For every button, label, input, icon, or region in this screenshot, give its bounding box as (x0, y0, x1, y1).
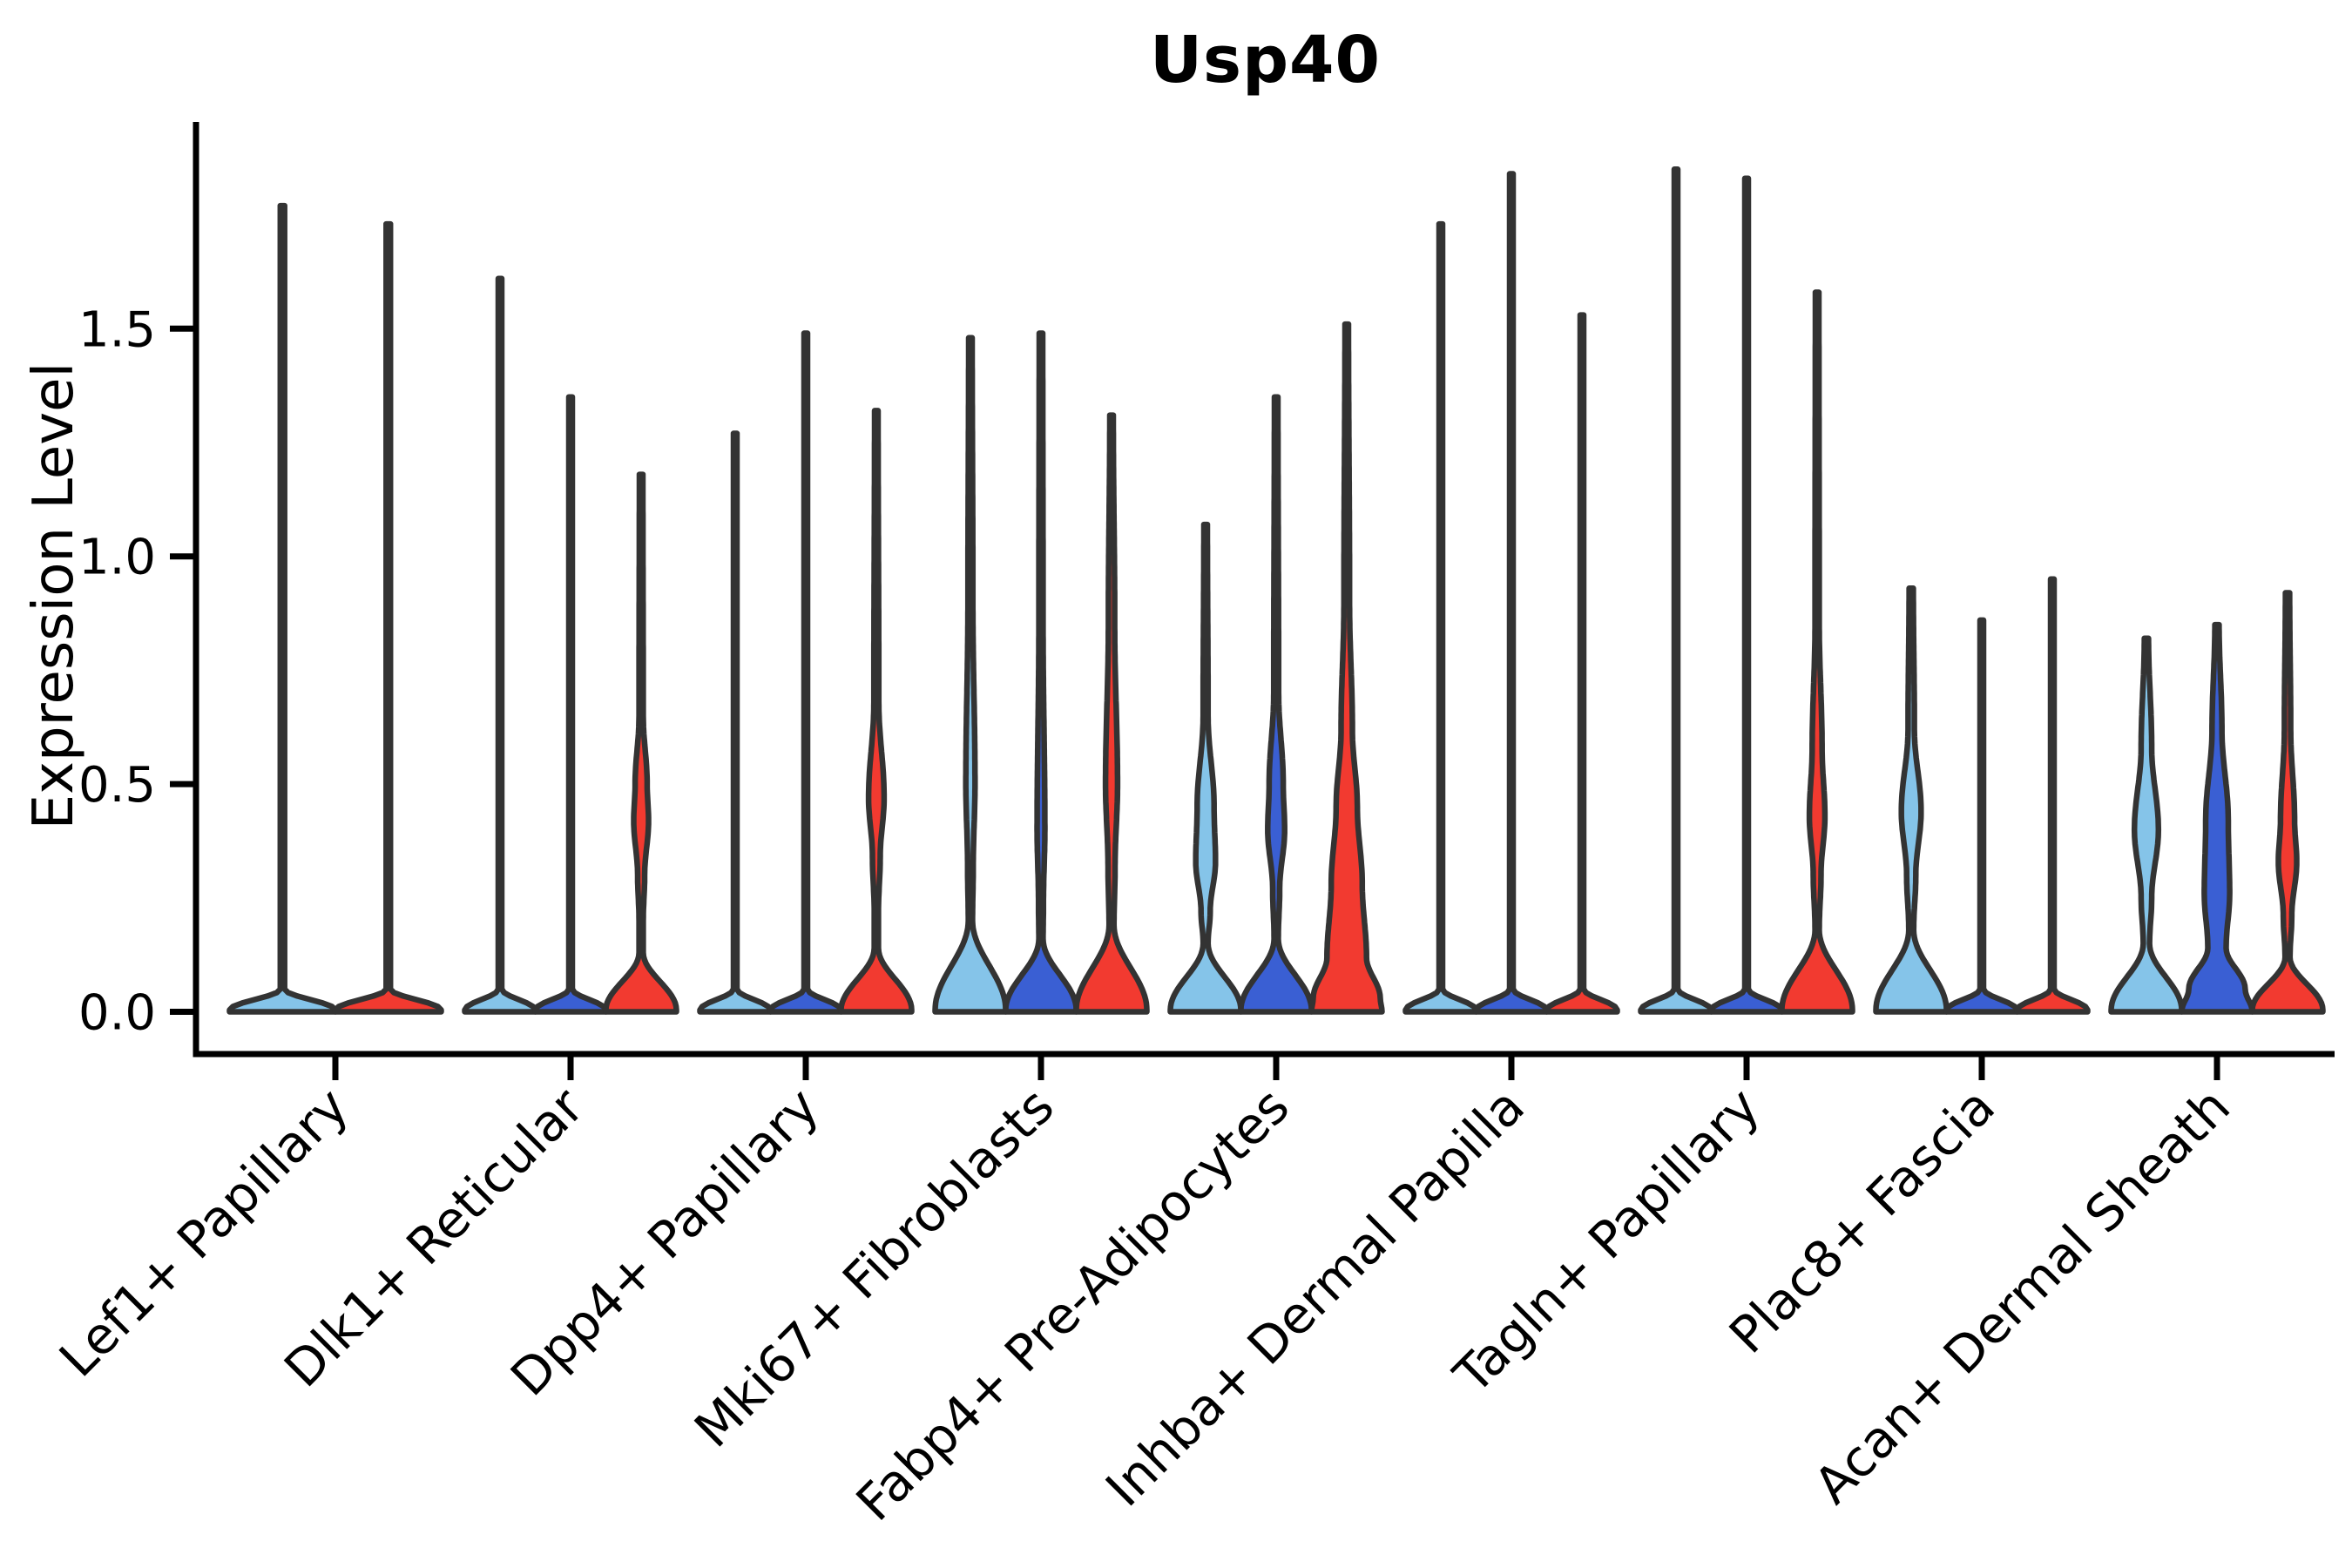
x-category-label: Fabp4+ Pre-Adipocytes (845, 1077, 1301, 1532)
violin (532, 394, 609, 1015)
y-tick-label: 1.0 (78, 530, 156, 586)
violin (1943, 617, 2020, 1015)
x-category-label: Acan+ Dermal Sheath (1802, 1077, 2240, 1515)
violin (1073, 412, 1150, 1015)
violin (603, 471, 679, 1015)
violin (1638, 166, 1714, 1015)
violin (2108, 635, 2185, 1015)
violin (1308, 321, 1385, 1015)
violin (932, 335, 1009, 1015)
violin (332, 220, 444, 1015)
violin (1238, 394, 1315, 1015)
violin (226, 202, 339, 1015)
violin (1003, 330, 1079, 1015)
violin (2179, 621, 2255, 1015)
violin (1779, 289, 1855, 1015)
violin (2014, 576, 2091, 1015)
violin (1402, 220, 1479, 1015)
y-tick-label: 0.5 (78, 757, 156, 814)
violin (1167, 521, 1244, 1015)
x-category-label: Inhba+ Dermal Papilla (1094, 1077, 1536, 1518)
violin (697, 430, 774, 1015)
violin (1873, 585, 1950, 1015)
violin (462, 275, 538, 1015)
violin (2249, 590, 2326, 1015)
plot-title: Usp40 (1149, 23, 1382, 98)
y-tick-label: 0.0 (78, 985, 156, 1042)
violin (1544, 312, 1620, 1015)
y-tick-label: 1.5 (78, 301, 156, 358)
violin (1708, 175, 1785, 1015)
violin (838, 408, 915, 1015)
violin (1473, 171, 1550, 1015)
violin (767, 330, 844, 1015)
